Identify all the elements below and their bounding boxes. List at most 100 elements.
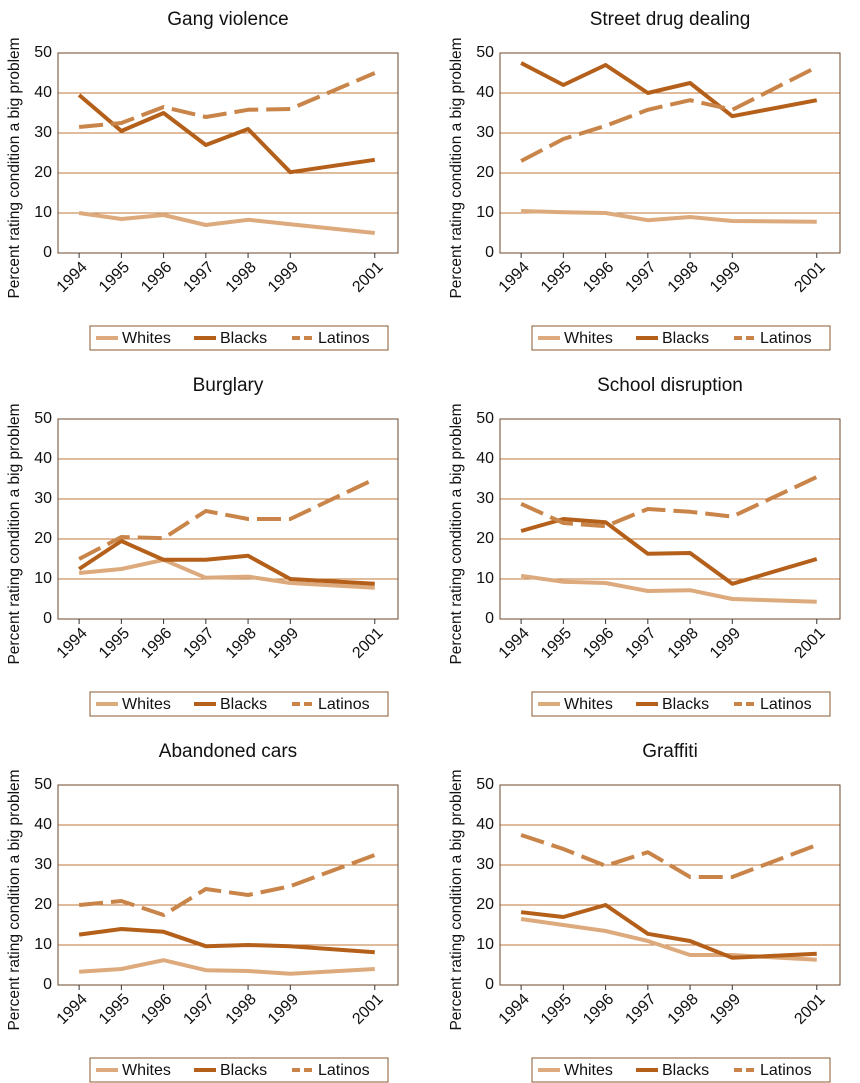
x-tick-label: 1994 — [496, 991, 533, 1028]
legend-label: Blacks — [662, 330, 709, 347]
y-axis-label: Percent rating condition a big problem — [448, 769, 465, 1030]
legend-label: Latinos — [318, 696, 370, 713]
y-tick-label: 0 — [485, 610, 494, 627]
x-tick-label: 1997 — [180, 625, 217, 662]
y-tick-label: 30 — [476, 856, 494, 873]
y-tick-label: 20 — [476, 530, 494, 547]
x-tick-label: 1997 — [622, 991, 659, 1028]
legend-frame — [89, 1057, 389, 1083]
series-line — [520, 61, 818, 119]
legend: Whites Blacks Latinos — [531, 325, 831, 351]
y-tick-label: 10 — [476, 570, 494, 587]
y-tick-label: 10 — [34, 936, 52, 953]
x-tick-label: 2001 — [791, 625, 828, 662]
x-tick-label: 1999 — [265, 259, 302, 296]
legend-frame — [531, 1057, 831, 1083]
x-tick-label: 1998 — [665, 991, 702, 1028]
series-line — [78, 539, 375, 586]
series-line — [520, 903, 817, 960]
y-tick-label: 20 — [34, 530, 52, 547]
y-tick-label: 0 — [485, 244, 494, 261]
x-tick-label: 1999 — [707, 625, 744, 662]
y-tick-label: 40 — [476, 816, 494, 833]
series-line — [78, 477, 376, 561]
legend-label: Latinos — [318, 1062, 370, 1079]
y-axis-label: Percent rating condition a big problem — [6, 403, 23, 664]
x-tick-label: 1997 — [622, 625, 659, 662]
y-axis-label: Percent rating condition a big problem — [448, 37, 465, 298]
legend-frame — [531, 325, 831, 351]
y-tick-label: 10 — [476, 204, 494, 221]
plot-frame — [57, 418, 399, 620]
plot-frame — [57, 52, 399, 254]
chart-panel: Gang violence Percent rating condition a … — [6, 9, 399, 351]
legend-label: Whites — [122, 696, 171, 713]
legend-frame — [89, 325, 389, 351]
series-line — [521, 209, 817, 224]
x-tick-label: 1998 — [223, 991, 260, 1028]
y-tick-label: 50 — [34, 410, 52, 427]
x-tick-label: 1994 — [496, 625, 533, 662]
series-line — [78, 853, 376, 917]
series-line — [78, 958, 375, 976]
y-tick-label: 40 — [34, 84, 52, 101]
x-tick-label: 1997 — [622, 259, 659, 296]
x-tick-label: 1999 — [265, 625, 302, 662]
series-line — [520, 917, 817, 962]
x-tick-label: 1996 — [138, 625, 175, 662]
series-line — [78, 211, 375, 235]
x-tick-label: 1994 — [496, 259, 533, 296]
x-tick-label: 1995 — [96, 991, 133, 1028]
legend-frame — [89, 691, 389, 717]
x-tick-label: 2001 — [791, 259, 828, 296]
y-tick-label: 40 — [476, 450, 494, 467]
chart-title: School disruption — [597, 375, 743, 396]
x-tick-label: 1994 — [54, 259, 91, 296]
chart-panel: Burglary Percent rating condition a big p… — [6, 375, 399, 717]
x-tick-label: 1994 — [54, 991, 91, 1028]
x-tick-label: 2001 — [349, 991, 386, 1028]
y-tick-label: 0 — [43, 976, 52, 993]
chart-title: Abandoned cars — [159, 741, 297, 762]
y-tick-label: 40 — [34, 816, 52, 833]
x-tick-label: 1995 — [96, 625, 133, 662]
y-tick-label: 10 — [476, 936, 494, 953]
x-tick-label: 1999 — [707, 991, 744, 1028]
plot-frame — [499, 52, 841, 254]
y-tick-label: 20 — [476, 896, 494, 913]
x-tick-label: 1997 — [180, 259, 217, 296]
y-tick-label: 30 — [476, 124, 494, 141]
chart-title: Street drug dealing — [590, 9, 751, 30]
x-tick-label: 1995 — [538, 625, 575, 662]
y-tick-label: 40 — [476, 84, 494, 101]
plot-frame — [499, 418, 841, 620]
chart-panel: Street drug dealing Percent rating condit… — [448, 9, 841, 351]
x-tick-label: 1998 — [665, 259, 702, 296]
series-line — [520, 573, 817, 604]
x-tick-label: 1995 — [538, 991, 575, 1028]
legend-label: Latinos — [760, 696, 812, 713]
y-tick-label: 30 — [34, 124, 52, 141]
legend-label: Whites — [564, 1062, 613, 1079]
y-axis-label: Percent rating condition a big problem — [6, 37, 23, 298]
chart-title: Gang violence — [167, 9, 288, 30]
plot-frame — [499, 784, 841, 986]
y-axis-label: Percent rating condition a big problem — [448, 403, 465, 664]
series-line — [520, 65, 818, 163]
series-line — [78, 927, 375, 955]
legend: Whites Blacks Latinos — [531, 691, 831, 717]
x-tick-label: 1998 — [223, 259, 260, 296]
legend-label: Blacks — [220, 1062, 267, 1079]
y-tick-label: 50 — [34, 776, 52, 793]
series-line — [520, 475, 818, 529]
x-tick-label: 1996 — [580, 625, 617, 662]
y-tick-label: 20 — [34, 164, 52, 181]
legend-label: Latinos — [760, 1062, 812, 1079]
legend-frame — [531, 691, 831, 717]
x-tick-label: 1997 — [180, 991, 217, 1028]
legend-label: Blacks — [220, 696, 267, 713]
y-tick-label: 0 — [43, 244, 52, 261]
x-tick-label: 1999 — [707, 259, 744, 296]
x-tick-label: 1999 — [265, 991, 302, 1028]
